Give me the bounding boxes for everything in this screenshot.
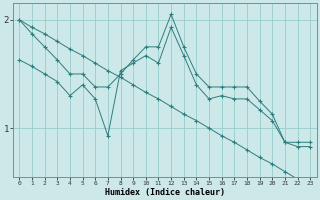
X-axis label: Humidex (Indice chaleur): Humidex (Indice chaleur) (105, 188, 225, 197)
